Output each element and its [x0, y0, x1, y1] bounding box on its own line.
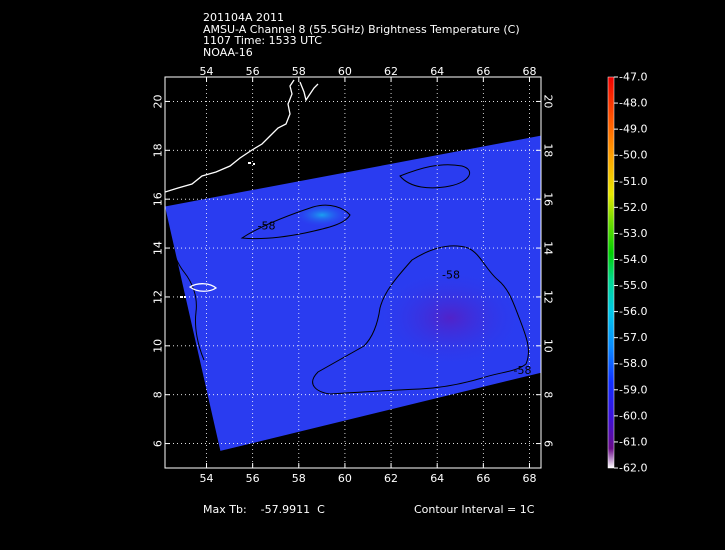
- y-tick-label-left: 12: [152, 290, 165, 304]
- colorbar-tick-label: -55.0: [619, 279, 647, 292]
- contour-line-cold: [312, 245, 529, 395]
- y-tick-label-right: 6: [542, 440, 555, 447]
- max-tb-label: Max Tb:: [203, 503, 247, 516]
- x-tick-label-top: 66: [476, 65, 490, 78]
- y-tick-label-left: 14: [152, 241, 165, 255]
- colorbar-tick-label: -52.0: [619, 201, 647, 214]
- x-tick-label-top: 58: [292, 65, 306, 78]
- y-tick-label-left: 20: [152, 94, 165, 108]
- x-tick-label-top: 54: [200, 65, 214, 78]
- colorbar-tick-label: -61.0: [619, 435, 647, 448]
- x-tick-label-bottom: 66: [476, 472, 490, 485]
- y-tick-label-right: 20: [542, 94, 555, 108]
- y-tick-label-left: 8: [152, 391, 165, 398]
- y-tick-label-right: 10: [542, 339, 555, 353]
- max-tb-value: -57.9911: [260, 503, 311, 516]
- header-line-title: AMSU-A Channel 8 (55.5GHz) Brightness Te…: [203, 22, 520, 36]
- x-tick-label-top: 68: [522, 65, 536, 78]
- x-tick-label-top: 64: [430, 65, 444, 78]
- contour-label: -58: [514, 364, 532, 377]
- colorbar-tick-label: -59.0: [619, 383, 647, 396]
- colorbar-tick-label: -57.0: [619, 331, 647, 344]
- y-tick-label-right: 16: [542, 192, 555, 206]
- x-tick-label-bottom: 62: [384, 472, 398, 485]
- island-marker: [248, 162, 251, 164]
- y-tick-label-left: 10: [152, 339, 165, 353]
- y-tick-label-right: 14: [542, 241, 555, 255]
- x-tick-label-bottom: 60: [338, 472, 352, 485]
- lat-lon-grid: [165, 77, 541, 468]
- coastline: [165, 79, 295, 193]
- colorbar-tick-label: -51.0: [619, 175, 647, 188]
- header-line-satellite: NOAA-16: [203, 45, 253, 59]
- x-tick-label-bottom: 54: [200, 472, 214, 485]
- x-tick-label-bottom: 64: [430, 472, 444, 485]
- x-tick-label-top: 62: [384, 65, 398, 78]
- y-tick-label-left: 16: [152, 192, 165, 206]
- colorbar-tick-label: -49.0: [619, 123, 647, 136]
- contour-line-warm: [240, 204, 351, 240]
- coastline-peninsula: [299, 81, 319, 102]
- colorbar-tick-label: -47.0: [619, 71, 647, 84]
- header-line-date: 201104A 2011: [203, 11, 285, 24]
- colorbar-tick-label: -60.0: [619, 409, 647, 422]
- colorbar-tick-label: -56.0: [619, 305, 647, 318]
- colorbar: [607, 76, 615, 469]
- contour-label: -58: [258, 220, 276, 233]
- y-tick-label-left: 18: [152, 143, 165, 157]
- colorbar-tick-label: -58.0: [619, 357, 647, 370]
- y-tick-label-right: 8: [542, 391, 555, 398]
- x-tick-label-bottom: 58: [292, 472, 306, 485]
- colorbar-tick-label: -62.0: [619, 462, 647, 475]
- chart-header: 201104A 2011 AMSU-A Channel 8 (55.5GHz) B…: [203, 12, 520, 58]
- colorbar-ticks: -47.0 -48.0 -49.0 -50.0 -51.0 -52.0 -53.0 -54.0…: [614, 71, 647, 475]
- colorbar-tick-label: -48.0: [619, 97, 647, 110]
- island-outline: [188, 283, 218, 292]
- contour-line-north: [399, 164, 471, 189]
- warm-spot-shading: [294, 203, 350, 227]
- map-frame: [164, 76, 542, 469]
- x-tick-label-bottom: 68: [522, 472, 536, 485]
- y-tick-label-right: 18: [542, 143, 555, 157]
- x-tick-label-bottom: 56: [246, 472, 260, 485]
- max-tb-unit: C: [317, 503, 325, 516]
- contour-interval-label: Contour Interval = 1C: [414, 503, 535, 516]
- island-marker: [253, 163, 255, 165]
- x-tick-label-top: 60: [338, 65, 352, 78]
- contour-labels: -58 -58 -58: [258, 220, 532, 377]
- contour-label: -58: [442, 268, 460, 281]
- y-tick-label-left: 6: [152, 440, 165, 447]
- header-line-time: 1107 Time: 1533 UTC: [203, 34, 322, 47]
- colorbar-tick-label: -54.0: [619, 253, 647, 266]
- colorbar-tick-label: -50.0: [619, 149, 647, 162]
- x-tick-label-top: 56: [246, 65, 260, 78]
- max-tb-readout: Max Tb: -57.9911 C: [203, 503, 325, 516]
- swath-area: [165, 135, 541, 451]
- cold-spot-shading: [375, 268, 525, 368]
- y-tick-label-right: 12: [542, 290, 555, 304]
- colorbar-tick-label: -53.0: [619, 227, 647, 240]
